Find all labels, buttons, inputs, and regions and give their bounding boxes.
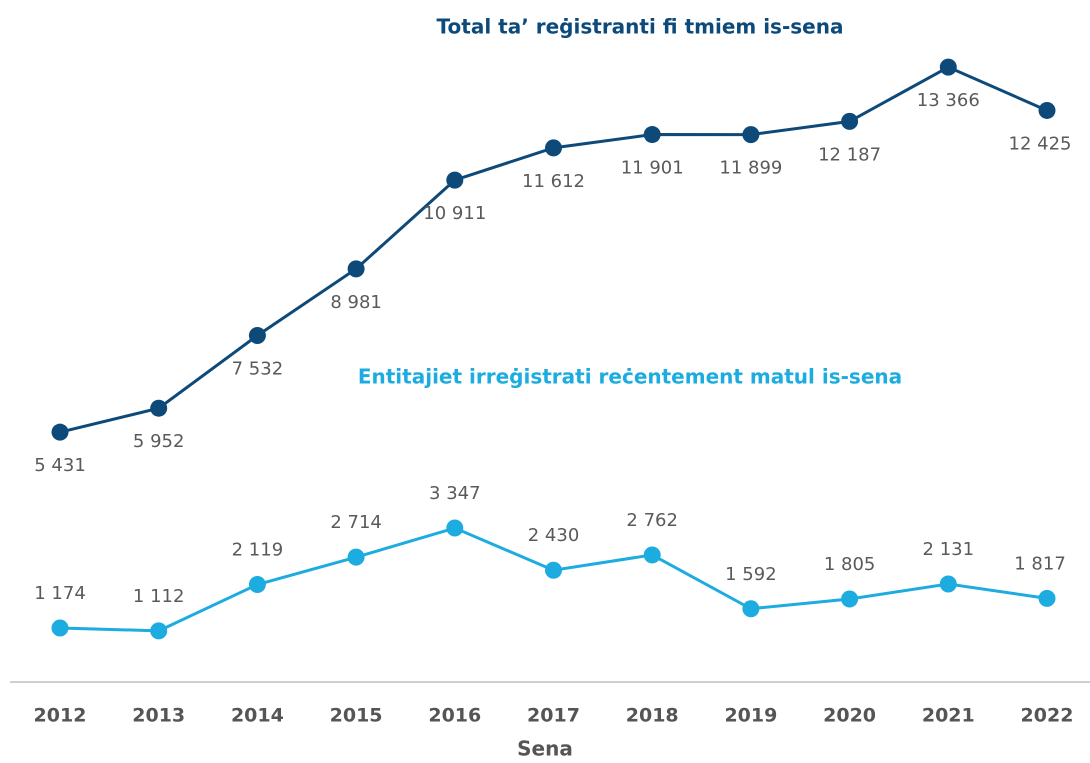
data-point — [841, 112, 859, 130]
series-name: Total ta’ reġistranti fi tmiem is-sena — [437, 15, 844, 39]
data-label: 5 431 — [34, 455, 86, 476]
data-label: 2 131 — [923, 539, 975, 560]
data-label: 3 347 — [429, 483, 481, 504]
data-label: 13 366 — [917, 90, 980, 111]
x-tick-label: 2019 — [724, 705, 777, 727]
data-label: 2 762 — [626, 510, 678, 531]
data-label: 2 119 — [232, 540, 284, 561]
data-point — [545, 561, 562, 579]
data-label: 1 805 — [824, 554, 876, 575]
data-label: 1 174 — [34, 583, 86, 604]
data-point — [51, 619, 69, 637]
x-tick-label: 2013 — [132, 705, 185, 727]
x-tick-label: 2018 — [626, 705, 679, 727]
x-tick-label: 2020 — [823, 705, 876, 727]
x-tick-label: 2022 — [1021, 705, 1074, 727]
data-point — [248, 327, 266, 345]
data-label: 11 899 — [719, 158, 782, 179]
data-label: 12 187 — [818, 144, 881, 165]
data-point — [347, 260, 365, 278]
data-point — [1038, 589, 1056, 607]
data-point — [643, 126, 661, 144]
series-name: Entitajiet irreġistrati reċentement matu… — [358, 365, 902, 389]
data-label: 2 430 — [528, 525, 580, 546]
x-tick-label: 2021 — [922, 705, 975, 727]
x-axis-label: Sena — [517, 737, 573, 761]
data-label: 8 981 — [330, 292, 382, 313]
x-tick-label: 2015 — [330, 705, 383, 727]
data-point — [841, 590, 859, 608]
data-point — [742, 126, 760, 144]
data-point — [446, 519, 464, 537]
data-label: 1 112 — [133, 586, 185, 607]
data-point — [1038, 101, 1056, 119]
data-label: 12 425 — [1009, 133, 1072, 154]
data-point — [150, 622, 168, 640]
data-point — [248, 576, 266, 594]
data-label: 1 817 — [1014, 553, 1066, 574]
x-tick-label: 2016 — [428, 705, 481, 727]
data-label: 10 911 — [423, 203, 486, 224]
data-label: 1 592 — [725, 564, 777, 585]
data-point — [150, 399, 168, 417]
data-point — [939, 58, 957, 76]
data-label: 7 532 — [232, 359, 284, 380]
data-point — [643, 546, 661, 564]
data-label: 11 901 — [621, 158, 684, 179]
data-point — [347, 548, 365, 566]
data-label: 11 612 — [522, 171, 585, 192]
data-point — [545, 139, 562, 157]
x-tick-label: 2014 — [231, 705, 284, 727]
data-point — [742, 600, 760, 618]
x-tick-label: 2017 — [527, 705, 580, 727]
x-tick-label: 2012 — [34, 705, 87, 727]
data-point — [51, 423, 69, 441]
data-label: 2 714 — [330, 512, 382, 533]
data-label: 5 952 — [133, 431, 185, 452]
data-point — [446, 171, 464, 189]
data-point — [939, 575, 957, 593]
